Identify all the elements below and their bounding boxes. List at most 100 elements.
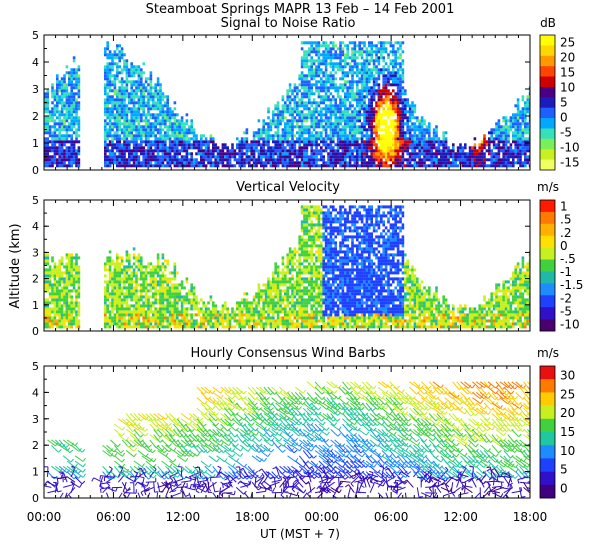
heatmap-cell [310, 44, 313, 48]
heatmap-cell [356, 71, 359, 75]
heatmap-cell [173, 152, 177, 156]
heatmap-cell [58, 152, 61, 156]
heatmap-cell [404, 140, 407, 144]
heatmap-cell [291, 89, 294, 93]
colorbar-tick-label: 10 [560, 81, 575, 95]
colorbar-tick-label: 20 [560, 51, 575, 65]
heatmap-cell [418, 158, 421, 162]
heatmap-cell [159, 95, 162, 99]
heatmap-cell [528, 140, 530, 144]
heatmap-cell [154, 104, 157, 108]
heatmap-cell [104, 131, 107, 135]
heatmap-cell [106, 68, 109, 72]
heatmap-cell [68, 277, 71, 281]
heatmap-cell [368, 59, 371, 63]
heatmap-cell [351, 128, 354, 132]
heatmap-cell [56, 98, 59, 102]
heatmap-cell [284, 107, 287, 111]
heatmap-cell [353, 56, 357, 60]
heatmap-cell [104, 86, 107, 90]
heatmap-cell [106, 268, 109, 272]
heatmap-cell [147, 301, 150, 305]
heatmap-cell [375, 137, 378, 141]
heatmap-cell [173, 137, 177, 141]
heatmap-cell [332, 140, 335, 144]
heatmap-cell [46, 92, 49, 96]
heatmap-cell [44, 319, 47, 323]
heatmap-cell [44, 104, 47, 108]
heatmap-cell [178, 134, 181, 138]
heatmap-cell [120, 304, 124, 308]
heatmap-cell [384, 161, 388, 165]
heatmap-cell [358, 143, 361, 147]
heatmap-cell [351, 137, 354, 141]
heatmap-cell [159, 322, 162, 326]
heatmap-cell [48, 310, 52, 314]
heatmap-cell [262, 128, 265, 132]
heatmap-cell [341, 146, 345, 150]
heatmap-cell [156, 161, 160, 165]
heatmap-cell [384, 104, 388, 108]
heatmap-cell [166, 110, 169, 114]
heatmap-cell [68, 92, 71, 96]
heatmap-cell [524, 161, 527, 165]
heatmap-cell [310, 161, 313, 165]
heatmap-cell [111, 134, 114, 138]
heatmap-cell [63, 89, 66, 93]
heatmap-cell [312, 50, 316, 54]
heatmap-cell [293, 98, 297, 102]
heatmap-cell [58, 325, 61, 329]
heatmap-cell [108, 271, 112, 275]
heatmap-cell [437, 146, 441, 150]
heatmap-cell [68, 140, 71, 144]
heatmap-cell [152, 95, 155, 99]
heatmap-cell [65, 155, 69, 159]
heatmap-cell [387, 128, 390, 132]
heatmap-cell [360, 53, 364, 57]
heatmap-cell [46, 137, 49, 141]
heatmap-cell [173, 292, 177, 296]
heatmap-cell [327, 116, 330, 120]
heatmap-cell [449, 152, 453, 156]
heatmap-cell [132, 164, 136, 168]
heatmap-cell [404, 116, 407, 120]
heatmap-cell [392, 50, 395, 54]
heatmap-cell [116, 44, 119, 48]
heatmap-cell [142, 152, 145, 156]
heatmap-cell [51, 116, 54, 120]
heatmap-cell [509, 152, 513, 156]
heatmap-cell [104, 47, 107, 51]
heatmap-cell [528, 137, 530, 141]
heatmap-cell [116, 122, 119, 126]
heatmap-cell [144, 313, 148, 317]
heatmap-cell [461, 161, 465, 165]
heatmap-cell [368, 137, 371, 141]
heatmap-cell [123, 89, 126, 93]
heatmap-cell [44, 304, 47, 308]
heatmap-cell [104, 128, 107, 132]
heatmap-cell [56, 107, 59, 111]
heatmap-cell [329, 116, 333, 120]
heatmap-cell [130, 319, 133, 323]
heatmap-cell [60, 92, 64, 96]
heatmap-cell [315, 155, 318, 159]
heatmap-cell [173, 143, 177, 147]
colorbar-swatch [540, 35, 555, 46]
heatmap-cell [389, 101, 393, 105]
heatmap-cell [142, 131, 145, 135]
heatmap-cell [106, 41, 109, 45]
heatmap-cell [310, 62, 313, 66]
heatmap-cell [500, 125, 503, 129]
heatmap-cell [56, 292, 59, 296]
heatmap-cell [200, 146, 203, 150]
heatmap-cell [58, 298, 61, 302]
heatmap-cell [360, 161, 364, 165]
heatmap-cell [264, 140, 268, 144]
heatmap-cell [72, 289, 76, 293]
heatmap-cell [382, 128, 385, 132]
heatmap-cell [166, 101, 169, 105]
heatmap-cell [387, 92, 390, 96]
heatmap-cell [125, 89, 129, 93]
heatmap-cell [356, 146, 359, 150]
heatmap-cell [70, 313, 73, 317]
